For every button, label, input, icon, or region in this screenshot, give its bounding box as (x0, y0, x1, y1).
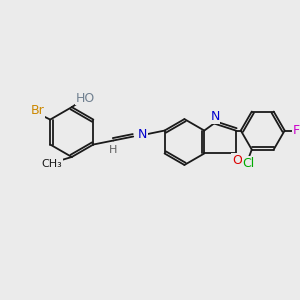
Text: Br: Br (30, 104, 44, 117)
Text: Cl: Cl (243, 157, 255, 170)
Text: HO: HO (76, 92, 95, 105)
Text: N: N (138, 128, 148, 141)
Text: H: H (109, 145, 118, 154)
Text: O: O (232, 154, 242, 167)
Text: F: F (293, 124, 300, 137)
Text: CH₃: CH₃ (41, 159, 62, 169)
Text: N: N (210, 110, 220, 123)
